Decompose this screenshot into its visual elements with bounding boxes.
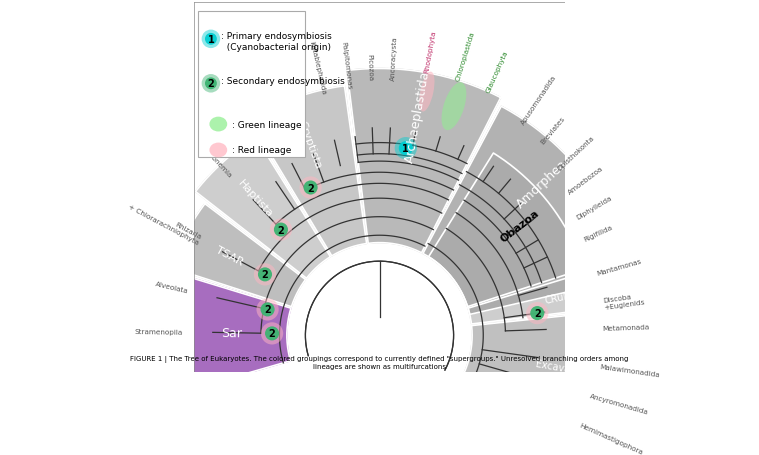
Polygon shape <box>175 276 291 392</box>
Text: 2: 2 <box>269 329 276 339</box>
Text: Ancyromonadida: Ancyromonadida <box>589 393 649 415</box>
Text: Katablepharida: Katablepharida <box>308 40 326 95</box>
Text: 2: 2 <box>207 79 214 89</box>
Circle shape <box>257 298 279 321</box>
Text: 2: 2 <box>534 308 540 318</box>
Polygon shape <box>250 86 367 256</box>
Text: CRuMs: CRuMs <box>543 289 578 305</box>
Text: Haptista: Haptista <box>236 177 275 219</box>
Text: Malawimonadida: Malawimonadida <box>600 364 660 378</box>
Text: Glaucophyta: Glaucophyta <box>485 50 509 94</box>
Text: Amoebozoa: Amoebozoa <box>567 165 604 196</box>
Text: 2: 2 <box>262 270 269 280</box>
FancyBboxPatch shape <box>198 12 305 158</box>
Circle shape <box>254 264 276 286</box>
Text: Picozoa: Picozoa <box>367 53 373 81</box>
Text: Palpitomonas: Palpitomonas <box>340 41 352 90</box>
Text: FIGURE 1 | The Tree of Eukaryotes. The colored groupings correspond to currently: FIGURE 1 | The Tree of Eukaryotes. The c… <box>131 355 628 369</box>
Text: Apusomonadida: Apusomonadida <box>520 74 558 126</box>
Ellipse shape <box>419 72 434 112</box>
Polygon shape <box>461 312 609 443</box>
Polygon shape <box>468 271 600 324</box>
Circle shape <box>274 223 288 237</box>
Polygon shape <box>172 204 306 307</box>
Text: 1: 1 <box>402 144 409 154</box>
Circle shape <box>258 268 272 282</box>
Circle shape <box>395 138 417 160</box>
Text: TSAR: TSAR <box>213 244 244 267</box>
Circle shape <box>260 303 275 317</box>
Ellipse shape <box>442 83 466 131</box>
Text: : Green lineage: : Green lineage <box>232 120 302 129</box>
Text: Discoba
+Euglenids: Discoba +Euglenids <box>603 292 645 311</box>
Text: : Red lineage: : Red lineage <box>232 146 291 155</box>
Text: Archaeplastida: Archaeplastida <box>404 70 433 164</box>
Text: Sar: Sar <box>221 326 242 339</box>
Text: Cryptista: Cryptista <box>297 119 323 170</box>
Circle shape <box>304 181 317 195</box>
Text: Centrohelida: Centrohelida <box>250 86 276 129</box>
Text: Mantamonas: Mantamonas <box>596 258 642 276</box>
Text: Opisthokonta: Opisthokonta <box>556 134 595 171</box>
Text: Rigifilida: Rigifilida <box>583 224 614 243</box>
Text: : Primary endosymbiosis: : Primary endosymbiosis <box>222 32 332 41</box>
Circle shape <box>261 323 283 345</box>
Text: Stramenopila: Stramenopila <box>135 328 183 335</box>
Text: Obazoa: Obazoa <box>499 208 541 244</box>
Text: (Cyanobacterial origin): (Cyanobacterial origin) <box>222 43 331 51</box>
Text: Excavates*: Excavates* <box>534 358 590 377</box>
Ellipse shape <box>209 117 227 132</box>
Text: Breviates: Breviates <box>539 115 565 145</box>
Polygon shape <box>196 138 330 278</box>
Text: Metamonada: Metamonada <box>602 323 649 331</box>
Text: Alveolata: Alveolata <box>155 281 189 294</box>
Polygon shape <box>423 107 632 315</box>
Text: 2: 2 <box>278 225 285 235</box>
Text: Cryptophyta: Cryptophyta <box>279 67 300 111</box>
Text: Telonemia: Telonemia <box>203 147 232 178</box>
Text: Rhodophyta: Rhodophyta <box>423 30 436 74</box>
Text: Rhizaria
+ Chlorarachniophyta: Rhizaria + Chlorarachniophyta <box>127 197 203 246</box>
Ellipse shape <box>209 143 227 158</box>
Circle shape <box>202 75 220 93</box>
Polygon shape <box>429 154 584 307</box>
Circle shape <box>205 78 217 90</box>
Circle shape <box>300 177 322 199</box>
Text: Diphylleida: Diphylleida <box>575 194 613 220</box>
Text: 2: 2 <box>264 305 271 315</box>
Text: : Secondary endosymbiosis: : Secondary endosymbiosis <box>222 76 345 86</box>
Text: Chloroplastida: Chloroplastida <box>455 30 475 82</box>
Text: 2: 2 <box>307 183 314 193</box>
Circle shape <box>205 34 217 46</box>
Circle shape <box>526 302 549 324</box>
Text: Amorphea: Amorphea <box>514 157 570 211</box>
Text: 1: 1 <box>207 35 214 45</box>
Text: Ancoracysta: Ancoracysta <box>390 36 398 81</box>
Text: Haptophyta: Haptophyta <box>227 112 256 150</box>
Circle shape <box>202 30 220 49</box>
Text: Hemimastigophora: Hemimastigophora <box>578 421 644 455</box>
Circle shape <box>398 142 413 156</box>
Circle shape <box>531 306 544 320</box>
Polygon shape <box>347 69 501 253</box>
Circle shape <box>265 327 279 341</box>
Circle shape <box>270 219 292 241</box>
